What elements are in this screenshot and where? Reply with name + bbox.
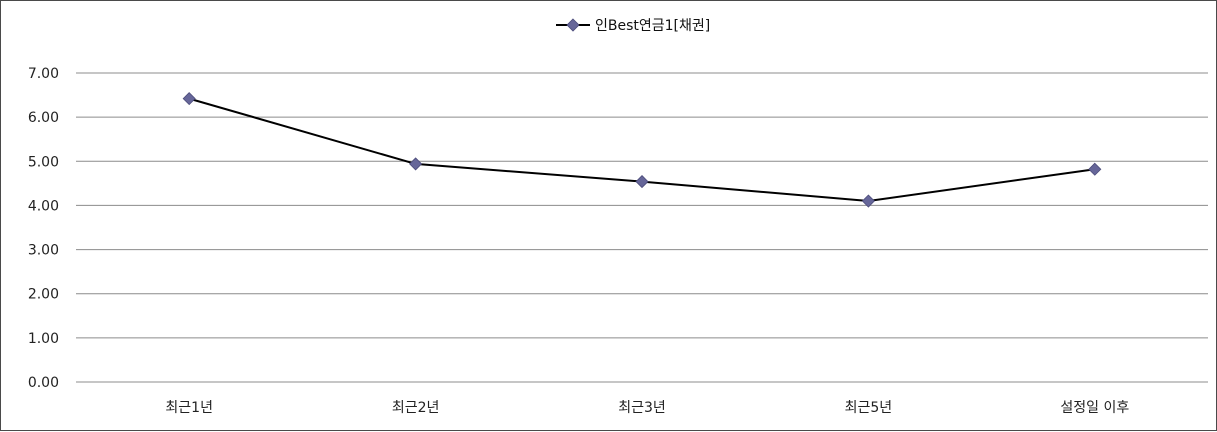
y-axis-tick-labels: 0.00 1.00 2.00 3.00 4.00 5.00 6.00 7.00 <box>28 66 59 391</box>
x-axis-tick-labels: 최근1년 최근2년 최근3년 최근5년 설정일 이후 <box>165 400 1129 416</box>
legend: 인Best연금1[채권] <box>556 18 710 34</box>
series-layer <box>182 92 1102 208</box>
gridlines <box>76 72 1208 383</box>
data-point-marker <box>1088 162 1102 176</box>
x-tick-label: 최근5년 <box>845 400 893 416</box>
y-tick-label: 5.00 <box>28 154 59 170</box>
x-tick-label: 설정일 이후 <box>1060 400 1129 416</box>
legend-marker-icon <box>566 18 580 32</box>
x-tick-label: 최근3년 <box>618 400 666 416</box>
data-point-marker <box>861 194 875 208</box>
y-tick-label: 0.00 <box>28 375 59 391</box>
y-tick-label: 6.00 <box>28 110 59 126</box>
x-tick-label: 최근1년 <box>165 400 213 416</box>
y-tick-label: 7.00 <box>28 66 59 82</box>
y-tick-label: 1.00 <box>28 331 59 347</box>
data-point-marker <box>409 157 423 171</box>
data-point-marker <box>635 175 649 189</box>
legend-label: 인Best연금1[채권] <box>595 18 710 34</box>
data-point-marker <box>182 92 196 106</box>
y-tick-label: 2.00 <box>28 287 59 303</box>
y-tick-label: 3.00 <box>28 243 59 259</box>
y-tick-label: 4.00 <box>28 198 59 214</box>
x-tick-label: 최근2년 <box>392 400 440 416</box>
